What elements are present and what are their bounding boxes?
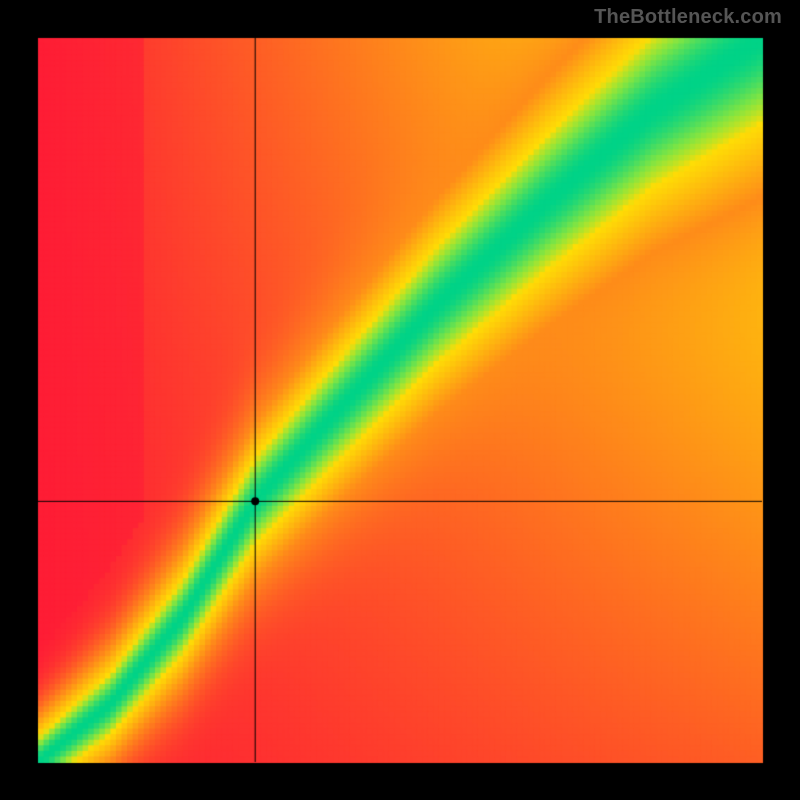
watermark-text: TheBottleneck.com	[594, 6, 782, 29]
heatmap-plot	[0, 0, 800, 800]
